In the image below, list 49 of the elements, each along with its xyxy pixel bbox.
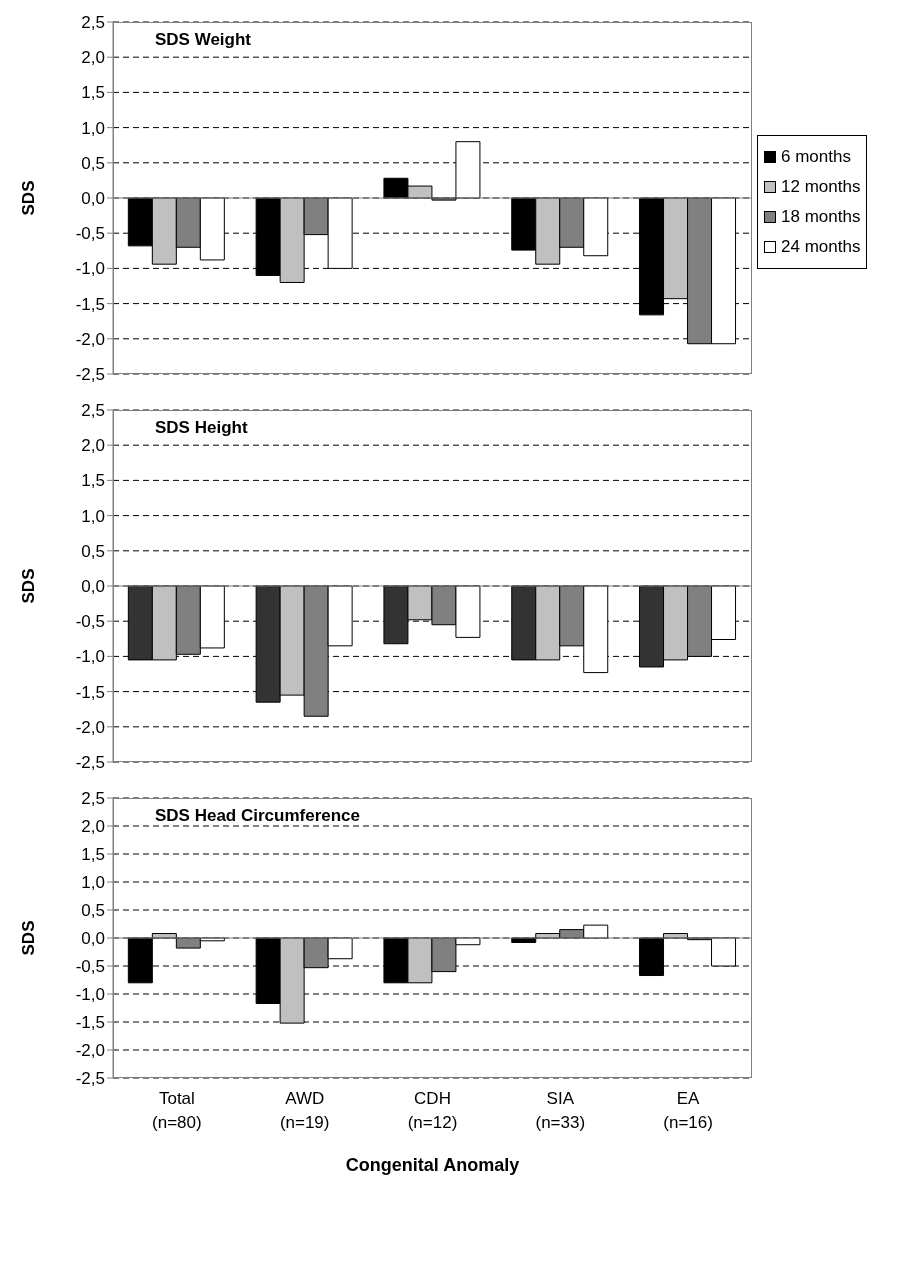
y-axis-title: SDS bbox=[19, 920, 39, 956]
y-tick-label: -2,5 bbox=[75, 753, 105, 773]
y-axis-title: SDS bbox=[19, 568, 39, 604]
y-tick-label: 1,5 bbox=[81, 471, 105, 491]
y-tick-label: 0,0 bbox=[81, 929, 105, 949]
y-tick-label: 0,5 bbox=[81, 541, 105, 561]
text: SDS Height bbox=[155, 418, 248, 438]
y-tick-label: 0,0 bbox=[81, 577, 105, 597]
y-tick-label: -2,5 bbox=[75, 365, 105, 385]
y-tick-label: -1,0 bbox=[75, 985, 105, 1005]
text: SDS Weight bbox=[155, 30, 252, 50]
y-tick-label: -2,5 bbox=[75, 1069, 105, 1089]
y-tick-label: -1,5 bbox=[75, 682, 105, 702]
y-tick-label: 2,5 bbox=[81, 13, 105, 33]
y-tick-label: 0,0 bbox=[81, 189, 105, 209]
y-tick-label: 2,5 bbox=[81, 789, 105, 809]
x-tick-label: CDH (n=12) bbox=[407, 1089, 458, 1132]
y-tick-label: 1,0 bbox=[81, 873, 105, 893]
x-tick-label: EA (n=16) bbox=[663, 1089, 713, 1132]
x-tick-label: Total (n=80) bbox=[152, 1089, 202, 1132]
y-tick-label: -2,0 bbox=[75, 1041, 105, 1061]
y-tick-label: -1,5 bbox=[75, 1013, 105, 1033]
y-tick-label: 1,5 bbox=[81, 83, 105, 103]
x-tick-label: AWD (n=19) bbox=[279, 1089, 330, 1132]
y-tick-label: 2,0 bbox=[81, 817, 105, 837]
x-tick-label: SIA (n=33) bbox=[535, 1089, 586, 1132]
y-tick-label: -1,5 bbox=[75, 294, 105, 314]
y-tick-label: 2,0 bbox=[81, 436, 105, 456]
y-tick-label: -1,0 bbox=[75, 259, 105, 279]
y-tick-label: 2,5 bbox=[81, 401, 105, 421]
legend-label: 12 months bbox=[781, 177, 861, 197]
x-axis-title: Congenital Anomaly bbox=[345, 1154, 520, 1175]
y-tick-label: 1,5 bbox=[81, 845, 105, 865]
legend-label: 6 months bbox=[781, 147, 851, 167]
y-tick-label: -1,0 bbox=[75, 647, 105, 667]
y-tick-label: 0,5 bbox=[81, 153, 105, 173]
y-tick-label: 1,0 bbox=[81, 118, 105, 138]
y-tick-label: -2,0 bbox=[75, 329, 105, 349]
y-tick-label: -0,5 bbox=[75, 612, 105, 632]
legend-label: 24 months bbox=[781, 237, 861, 257]
text: SDS Head Circumference bbox=[155, 806, 361, 826]
y-tick-label: 0,5 bbox=[81, 901, 105, 921]
y-tick-label: -0,5 bbox=[75, 224, 105, 244]
y-tick-label: -0,5 bbox=[75, 957, 105, 977]
y-tick-label: 1,0 bbox=[81, 506, 105, 526]
y-axis-title: SDS bbox=[19, 180, 39, 216]
legend-label: 18 months bbox=[781, 207, 861, 227]
y-tick-label: -2,0 bbox=[75, 717, 105, 737]
y-tick-label: 2,0 bbox=[81, 48, 105, 68]
